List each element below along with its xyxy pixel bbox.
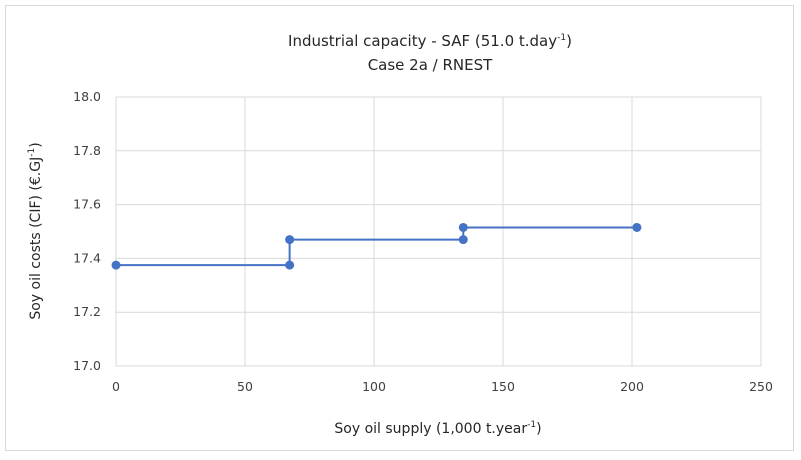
data-point	[111, 260, 121, 270]
data-point	[632, 222, 642, 232]
x-tick-label: 150	[491, 379, 515, 394]
series-line	[116, 226, 637, 267]
x-tick-label: 50	[237, 379, 253, 394]
y-tick-label: 17.0	[73, 358, 101, 373]
grid-lines	[115, 96, 762, 367]
chart-frame	[5, 5, 794, 451]
x-axis-label: Soy oil supply (1,000 t.year-1)	[334, 420, 541, 437]
y-tick-label: 17.4	[73, 250, 101, 265]
y-tick-label: 17.6	[73, 197, 101, 212]
x-tick-label: 250	[749, 379, 773, 394]
chart-title: Industrial capacity - SAF (51.0 t.day-1)	[288, 32, 572, 50]
y-tick-label: 17.8	[73, 143, 101, 158]
x-tick-label: 0	[112, 379, 120, 394]
x-tick-label: 100	[362, 379, 386, 394]
chart-subtitle: Case 2a / RNEST	[368, 56, 493, 74]
series-group	[111, 222, 642, 270]
y-tick-label: 18.0	[73, 89, 101, 104]
data-point	[458, 235, 468, 245]
data-point	[285, 260, 295, 270]
tick-labels: 17.0 17.2 17.4 17.6 17.8 18.0 0 50 100 150 200 250	[73, 89, 773, 394]
data-point	[285, 235, 295, 245]
data-point	[458, 222, 468, 232]
y-axis-label: Soy oil costs (CIF) (€.GJ-1)	[27, 142, 44, 319]
y-tick-label: 17.2	[73, 304, 101, 319]
x-tick-label: 200	[620, 379, 644, 394]
